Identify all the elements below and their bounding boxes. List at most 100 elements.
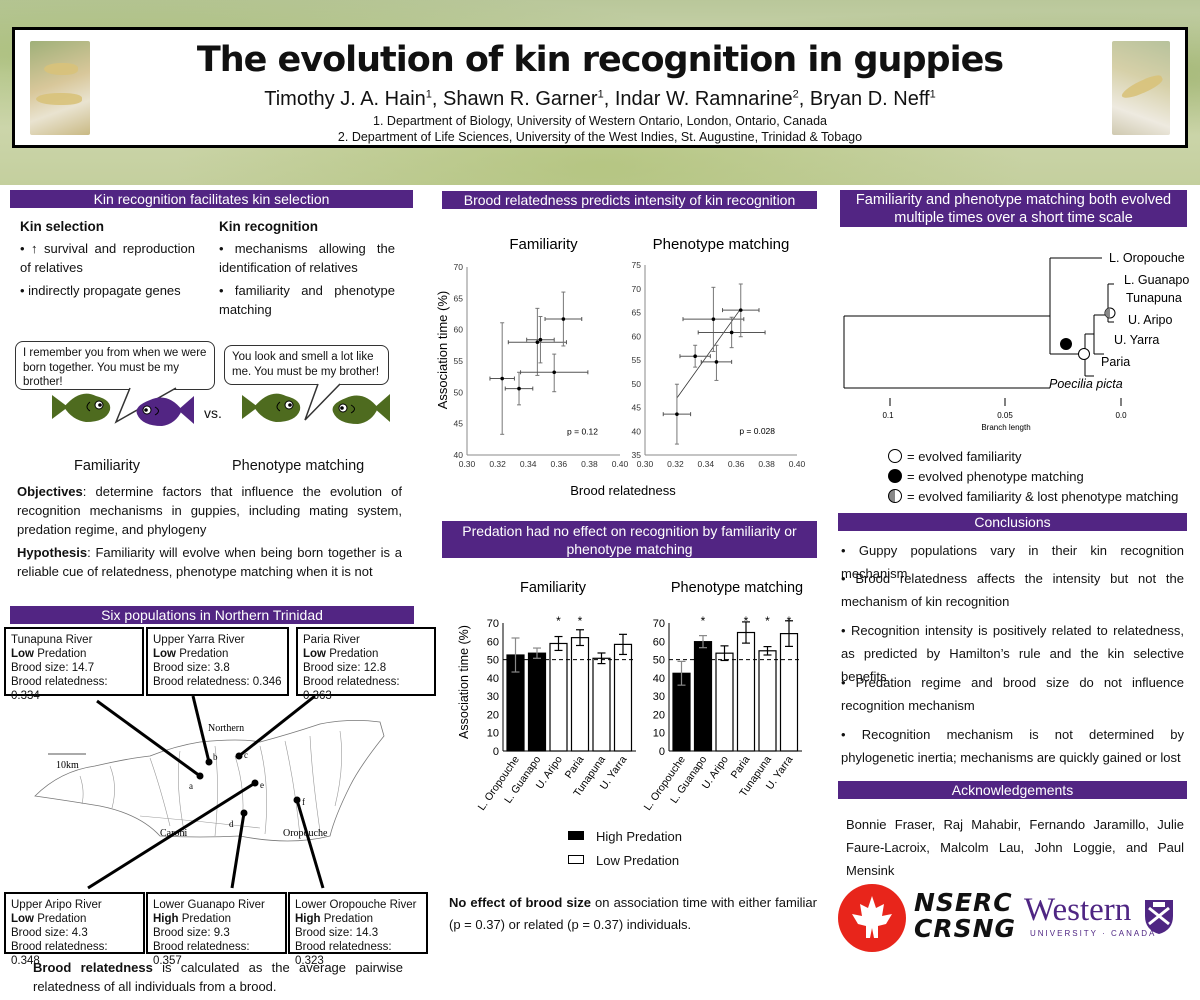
svg-text:65: 65 (454, 293, 464, 303)
brood-relatedness: Brood relatedness: 0.348 (11, 941, 108, 967)
svg-text:a: a (189, 781, 193, 791)
western-wordmark: Western (1024, 892, 1132, 928)
data-point (538, 337, 543, 342)
section-header-relatedness: Brood relatedness predicts intensity of … (442, 191, 817, 209)
svg-text:0.30: 0.30 (459, 459, 476, 469)
svg-text:20: 20 (653, 709, 665, 721)
vs-label: vs. (204, 405, 222, 421)
section-header-acknowledgements: Acknowledgements (838, 781, 1187, 799)
svg-text:40: 40 (632, 426, 642, 436)
bar (736, 631, 756, 752)
section-header-populations: Six populations in Northern Trinidad (10, 606, 414, 624)
brood-size: Brood size: 12.8 (303, 662, 387, 674)
kin-recognition-bullet: • familiarity and phenotype matching (219, 283, 395, 317)
predation-level: Low Predation (11, 647, 137, 661)
predation-word: Predation (320, 913, 373, 925)
affiliation-marker: 2 (792, 88, 799, 101)
data-point (535, 340, 540, 344)
svg-text:50: 50 (454, 387, 464, 397)
svg-text:c: c (244, 750, 248, 760)
svg-text:Phenotype matching: Phenotype matching (671, 580, 803, 596)
predation-level-value: High (153, 913, 179, 925)
svg-text:0.38: 0.38 (581, 459, 598, 469)
open-circle-icon (888, 449, 902, 463)
brood-size-note-bold: No effect of brood size (449, 895, 591, 910)
svg-text:30: 30 (653, 691, 665, 703)
kin-selection-bullet: • indirectly propagate genes (20, 283, 181, 298)
nserc-line2: CRSNG (914, 914, 1017, 943)
svg-text:10: 10 (653, 728, 665, 740)
svg-text:55: 55 (454, 356, 464, 366)
objectives-label: Objectives (17, 484, 83, 499)
data-point (714, 360, 719, 364)
footnote-text: is calculated as the average pairwise re… (33, 960, 403, 994)
svg-text:55: 55 (632, 355, 642, 365)
predation-level-value: Low (11, 648, 34, 660)
brood-size: Brood size: 4.3 (11, 927, 88, 939)
kin-recognition-bullet: • mechanisms allowing the identification… (219, 241, 395, 275)
predation-word: Predation (34, 913, 87, 925)
nserc-logo-icon (838, 884, 906, 952)
svg-text:d: d (229, 819, 234, 829)
population-name: Lower Oropouche River (295, 899, 417, 911)
svg-text:60: 60 (653, 636, 665, 648)
svg-text:0.1: 0.1 (882, 411, 894, 420)
svg-text:U. Aripo: U. Aripo (1128, 313, 1173, 327)
predation-word: Predation (178, 913, 231, 925)
bar (758, 650, 777, 752)
svg-text:10: 10 (487, 728, 499, 740)
conclusion-bullet: • Brood relatedness affects the intensit… (841, 571, 1184, 609)
data-point (738, 308, 743, 312)
predation-word: Predation (176, 648, 229, 660)
population-box-tunapuna: Tunapuna River Low Predation Brood size:… (4, 627, 144, 702)
population-box-upper-aripo: Upper Aripo River Low Predation Brood si… (4, 892, 145, 967)
phylogenetic-tree: L. Oropouche L. Guanapo Tunapuna U. Arip… (843, 251, 1189, 432)
author: Timothy J. A. Hain (264, 88, 426, 110)
svg-text:0.40: 0.40 (789, 459, 806, 469)
hypothesis-text: : Familiarity will evolve when being bor… (17, 545, 402, 579)
svg-text:40: 40 (487, 673, 499, 685)
svg-text:0.34: 0.34 (520, 459, 537, 469)
population-name: Paria River (303, 634, 360, 646)
predation-level: High Predation (153, 912, 280, 926)
svg-text:0: 0 (659, 746, 665, 758)
affiliation-1: 1. Department of Biology, University of … (373, 114, 827, 128)
brood-size-note-text: on association time with either familiar… (449, 895, 817, 932)
svg-text:Branch length: Branch length (981, 423, 1030, 432)
scatter-chart-0: Familiarity 40 45 50 55 60 65 70 0.30 0.32 0.34 0.3… (454, 236, 629, 469)
svg-text:45: 45 (454, 419, 464, 429)
region-label-northern: Northern (208, 723, 244, 734)
population-name: Upper Aripo River (11, 899, 102, 911)
svg-text:L. Guanapo: L. Guanapo (1124, 273, 1189, 287)
svg-text:70: 70 (653, 618, 665, 630)
population-name: Upper Yarra River (153, 634, 245, 646)
svg-text:0.32: 0.32 (489, 459, 506, 469)
population-box-upper-yarra: Upper Yarra River Low Predation Brood si… (146, 627, 289, 696)
legend-swatch-low (568, 855, 584, 864)
predation-word: Predation (34, 648, 87, 660)
predation-level-value: High (295, 913, 321, 925)
green-fish-icon (52, 393, 111, 422)
svg-text:0.32: 0.32 (667, 459, 684, 469)
svg-text:75: 75 (632, 260, 642, 270)
brood-relatedness-footnote: Brood relatedness is calculated as the a… (33, 958, 403, 996)
svg-text:50: 50 (632, 379, 642, 389)
maple-leaf-icon (852, 896, 892, 938)
author: Bryan D. Neff (809, 88, 930, 110)
trinidad-map: 10km Northern Caroni Oropouche abc def (34, 696, 385, 890)
svg-text:*: * (787, 614, 792, 628)
acknowledgements-text: Bonnie Fraser, Raj Mahabir, Fernando Jar… (846, 817, 1184, 878)
kin-selection-bullet: • ↑ survival and reproduction of relativ… (20, 241, 195, 275)
fish-illustration (52, 383, 390, 426)
svg-text:70: 70 (487, 618, 499, 630)
svg-text:Poecilia picta: Poecilia picta (1049, 377, 1123, 391)
data-point (552, 370, 557, 375)
svg-text:U. Yarra: U. Yarra (1114, 333, 1159, 347)
speech-bubble-phenotype: You look and smell a lot like me. You mu… (224, 345, 389, 385)
filled-circle-icon (888, 469, 902, 483)
western-subtitle: UNIVERSITY · CANADA (1030, 929, 1157, 938)
data-point (517, 386, 521, 391)
svg-text:65: 65 (632, 308, 642, 318)
svg-text:70: 70 (454, 262, 464, 272)
svg-text:Tunapuna: Tunapuna (1126, 291, 1182, 305)
